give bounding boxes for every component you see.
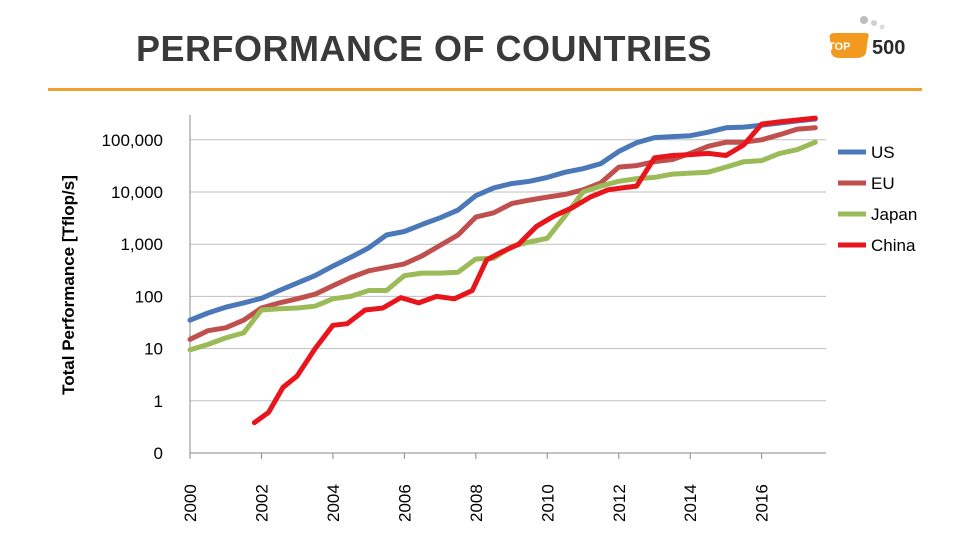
x-tick-label: 2000 [181,484,200,522]
top500-logo: TOP 500 [826,16,921,66]
series-line-japan [187,139,818,353]
legend-label-japan: Japan [871,205,917,224]
y-tick-label: 1 [154,392,163,411]
chart-legend: US EU Japan China [838,143,917,255]
title-divider [48,88,922,91]
y-tick-label: 100,000 [102,131,163,150]
x-tick-label: 2004 [324,484,343,522]
x-tick-label: 2010 [538,484,557,522]
x-tick-label: 2012 [610,484,629,522]
chart-series [187,115,818,426]
series-line-eu [187,125,818,342]
x-tick-labels: 2000 2002 2004 2006 2008 2010 2012 2014 2016 [181,484,772,522]
x-tick-label: 2016 [753,484,772,522]
x-tick-label: 2002 [252,484,271,522]
y-tick-labels: 0 1 10 100 1,000 10,000 100,000 [102,131,163,463]
series-line-us [187,116,818,323]
y-tick-label: 1,000 [120,235,163,254]
legend-label-eu: EU [871,174,895,193]
x-tick-label: 2008 [467,484,486,522]
logo-graphic-icon [829,16,885,58]
y-tick-label: 100 [135,287,163,306]
chart-axes [189,115,826,459]
page-title: PERFORMANCE OF COUNTRIES [136,28,713,69]
logo-number-text: 500 [872,37,906,59]
logo-top-text: TOP [828,41,851,53]
y-tick-label: 10,000 [111,183,163,202]
x-tick-label: 2014 [681,484,700,522]
y-axis-label: Total Performance [Tflop/s] [59,175,78,395]
y-tick-label: 10 [144,340,163,359]
legend-label-us: US [871,143,895,162]
series-line-china [251,115,818,426]
legend-label-china: China [871,236,916,255]
chart-grid [190,139,826,402]
x-tick-label: 2006 [395,484,414,522]
y-tick-label: 0 [154,444,163,463]
